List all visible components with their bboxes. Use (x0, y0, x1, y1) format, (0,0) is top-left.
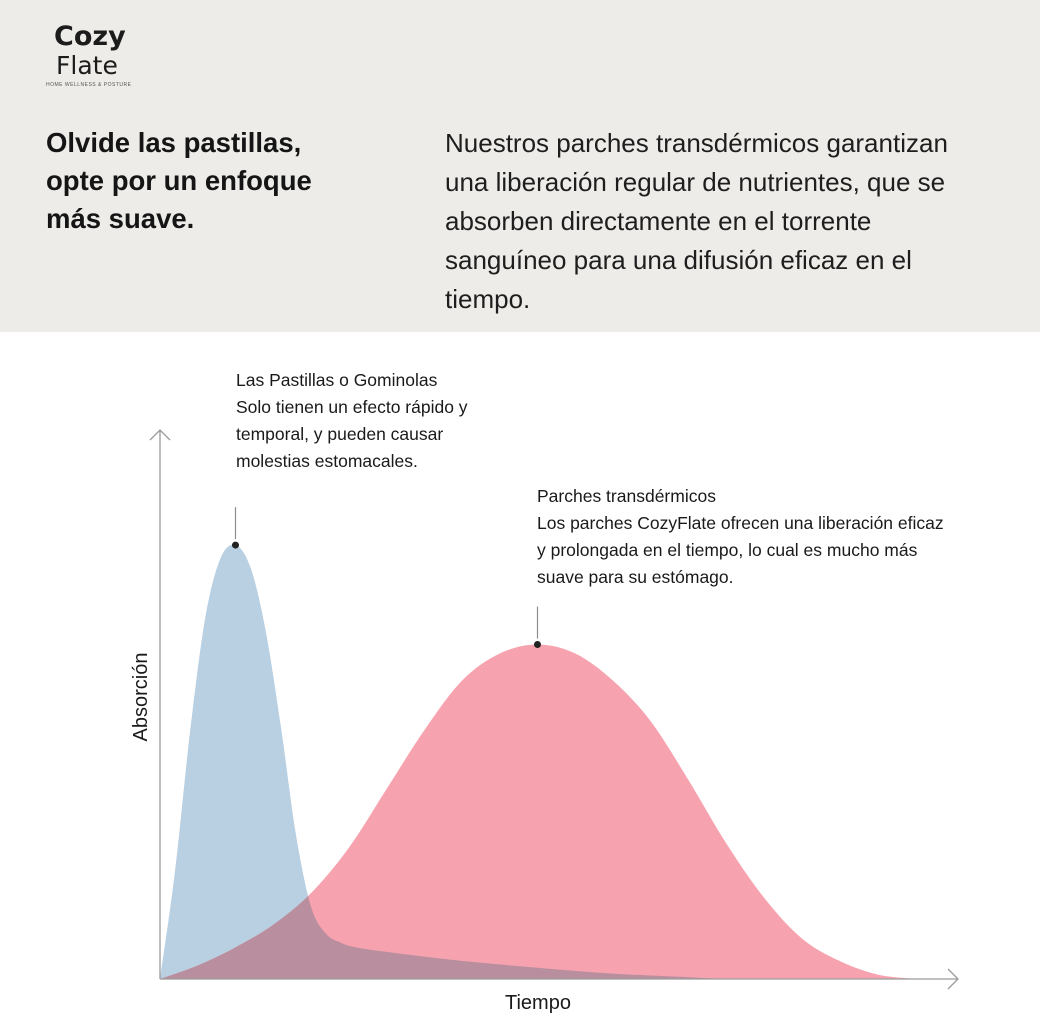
intro-line: tiempo. (445, 284, 531, 314)
brand-logo: Cozy Flate HOME WELLNESS & POSTURE (46, 21, 196, 89)
y-axis (149, 429, 171, 979)
headline-line: opte por un enfoque (46, 165, 312, 196)
absorption-chart: Las Pastillas o Gominolas Solo tienen un… (130, 370, 959, 1014)
patches-peak-marker (534, 641, 541, 649)
y-axis-label: Absorción (130, 653, 152, 742)
patches-area (160, 644, 915, 979)
x-axis-label: Tiempo (505, 992, 571, 1014)
headline-line: Olvide las pastillas, (46, 127, 302, 158)
headline: Olvide las pastillas, opte por un enfoqu… (46, 124, 376, 238)
patches-annotation-line: y prolongada en el tiempo, lo cual es mu… (537, 540, 918, 560)
pills-annotation-line: molestias estomacales. (236, 451, 418, 471)
logo-tagline: HOME WELLNESS & POSTURE (46, 82, 132, 88)
patches-annotation: Parches transdérmicos Los parches CozyFl… (537, 486, 949, 587)
patches-annotation-line: Parches transdérmicos (537, 486, 716, 506)
logo-line2: Flate (56, 51, 118, 80)
x-axis (160, 968, 959, 990)
intro-line: absorben directamente en el torrente (445, 206, 872, 236)
pills-annotation-line: temporal, y pueden causar (236, 424, 443, 444)
pills-annotation-line: Las Pastillas o Gominolas (236, 370, 438, 390)
x-axis-arrowhead (947, 968, 959, 990)
intro-paragraph: Nuestros parches transdérmicos garantiza… (445, 124, 1030, 319)
intro-line: una liberación regular de nutrientes, qu… (445, 167, 946, 197)
intro-line: Nuestros parches transdérmicos garantiza… (445, 128, 948, 158)
header-band: Cozy Flate HOME WELLNESS & POSTURE Olvid… (0, 0, 1040, 332)
logo-line1: Cozy (54, 21, 126, 52)
intro-line: sanguíneo para una difusión eficaz en el (445, 245, 912, 275)
y-axis-arrowhead (149, 429, 171, 441)
headline-line: más suave. (46, 203, 195, 234)
patches-annotation-line: suave para su estómago. (537, 567, 734, 587)
pills-annotation-line: Solo tienen un efecto rápido y (236, 397, 468, 417)
patches-annotation-line: Los parches CozyFlate ofrecen una libera… (537, 513, 944, 533)
pills-peak-marker (232, 541, 239, 549)
pills-annotation: Las Pastillas o Gominolas Solo tienen un… (236, 370, 472, 471)
pills-area (160, 544, 727, 979)
